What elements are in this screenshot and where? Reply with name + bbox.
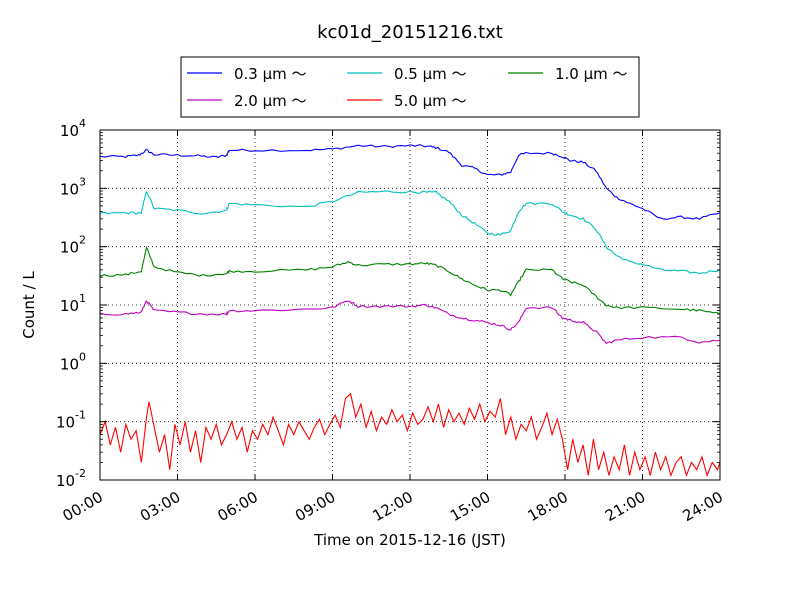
y-tick-label: 100: [60, 350, 86, 373]
y-axis-title: Count / L: [20, 271, 38, 339]
y-tick-label: 10-1: [56, 409, 86, 432]
plot-area: [100, 144, 720, 478]
series-line: [100, 392, 720, 478]
legend-box: [180, 56, 640, 118]
chart-title: kc01d_20151216.txt: [317, 22, 503, 43]
series-line: [100, 245, 720, 315]
y-tick-label: 102: [60, 234, 86, 257]
legend-label: 1.0 μm ～: [555, 65, 628, 83]
grid: [100, 130, 720, 480]
legend: 0.3 μm ～ 0.5 μm ～ 1.0 μm ～ 2.0 μm ～ 5.0 μm ～: [180, 56, 640, 118]
y-tick-label: 101: [60, 292, 86, 315]
y-tick-label: 104: [60, 117, 86, 140]
y-tick-label: 103: [60, 175, 86, 198]
series-line: [100, 190, 720, 275]
legend-label: 5.0 μm ～: [394, 92, 467, 110]
legend-label: 2.0 μm ～: [234, 92, 307, 110]
y-axis-labels: 10-2 10-1 100 101 102 103 104: [56, 117, 86, 490]
y-tick-label: 10-2: [56, 467, 86, 490]
legend-label: 0.5 μm ～: [394, 65, 467, 83]
legend-label: 0.3 μm ～: [234, 65, 307, 83]
x-axis-title: Time on 2015-12-16 (JST): [313, 531, 506, 549]
axis-ticks: [99, 129, 721, 481]
series-line: [100, 144, 720, 220]
series-line: [100, 299, 720, 345]
